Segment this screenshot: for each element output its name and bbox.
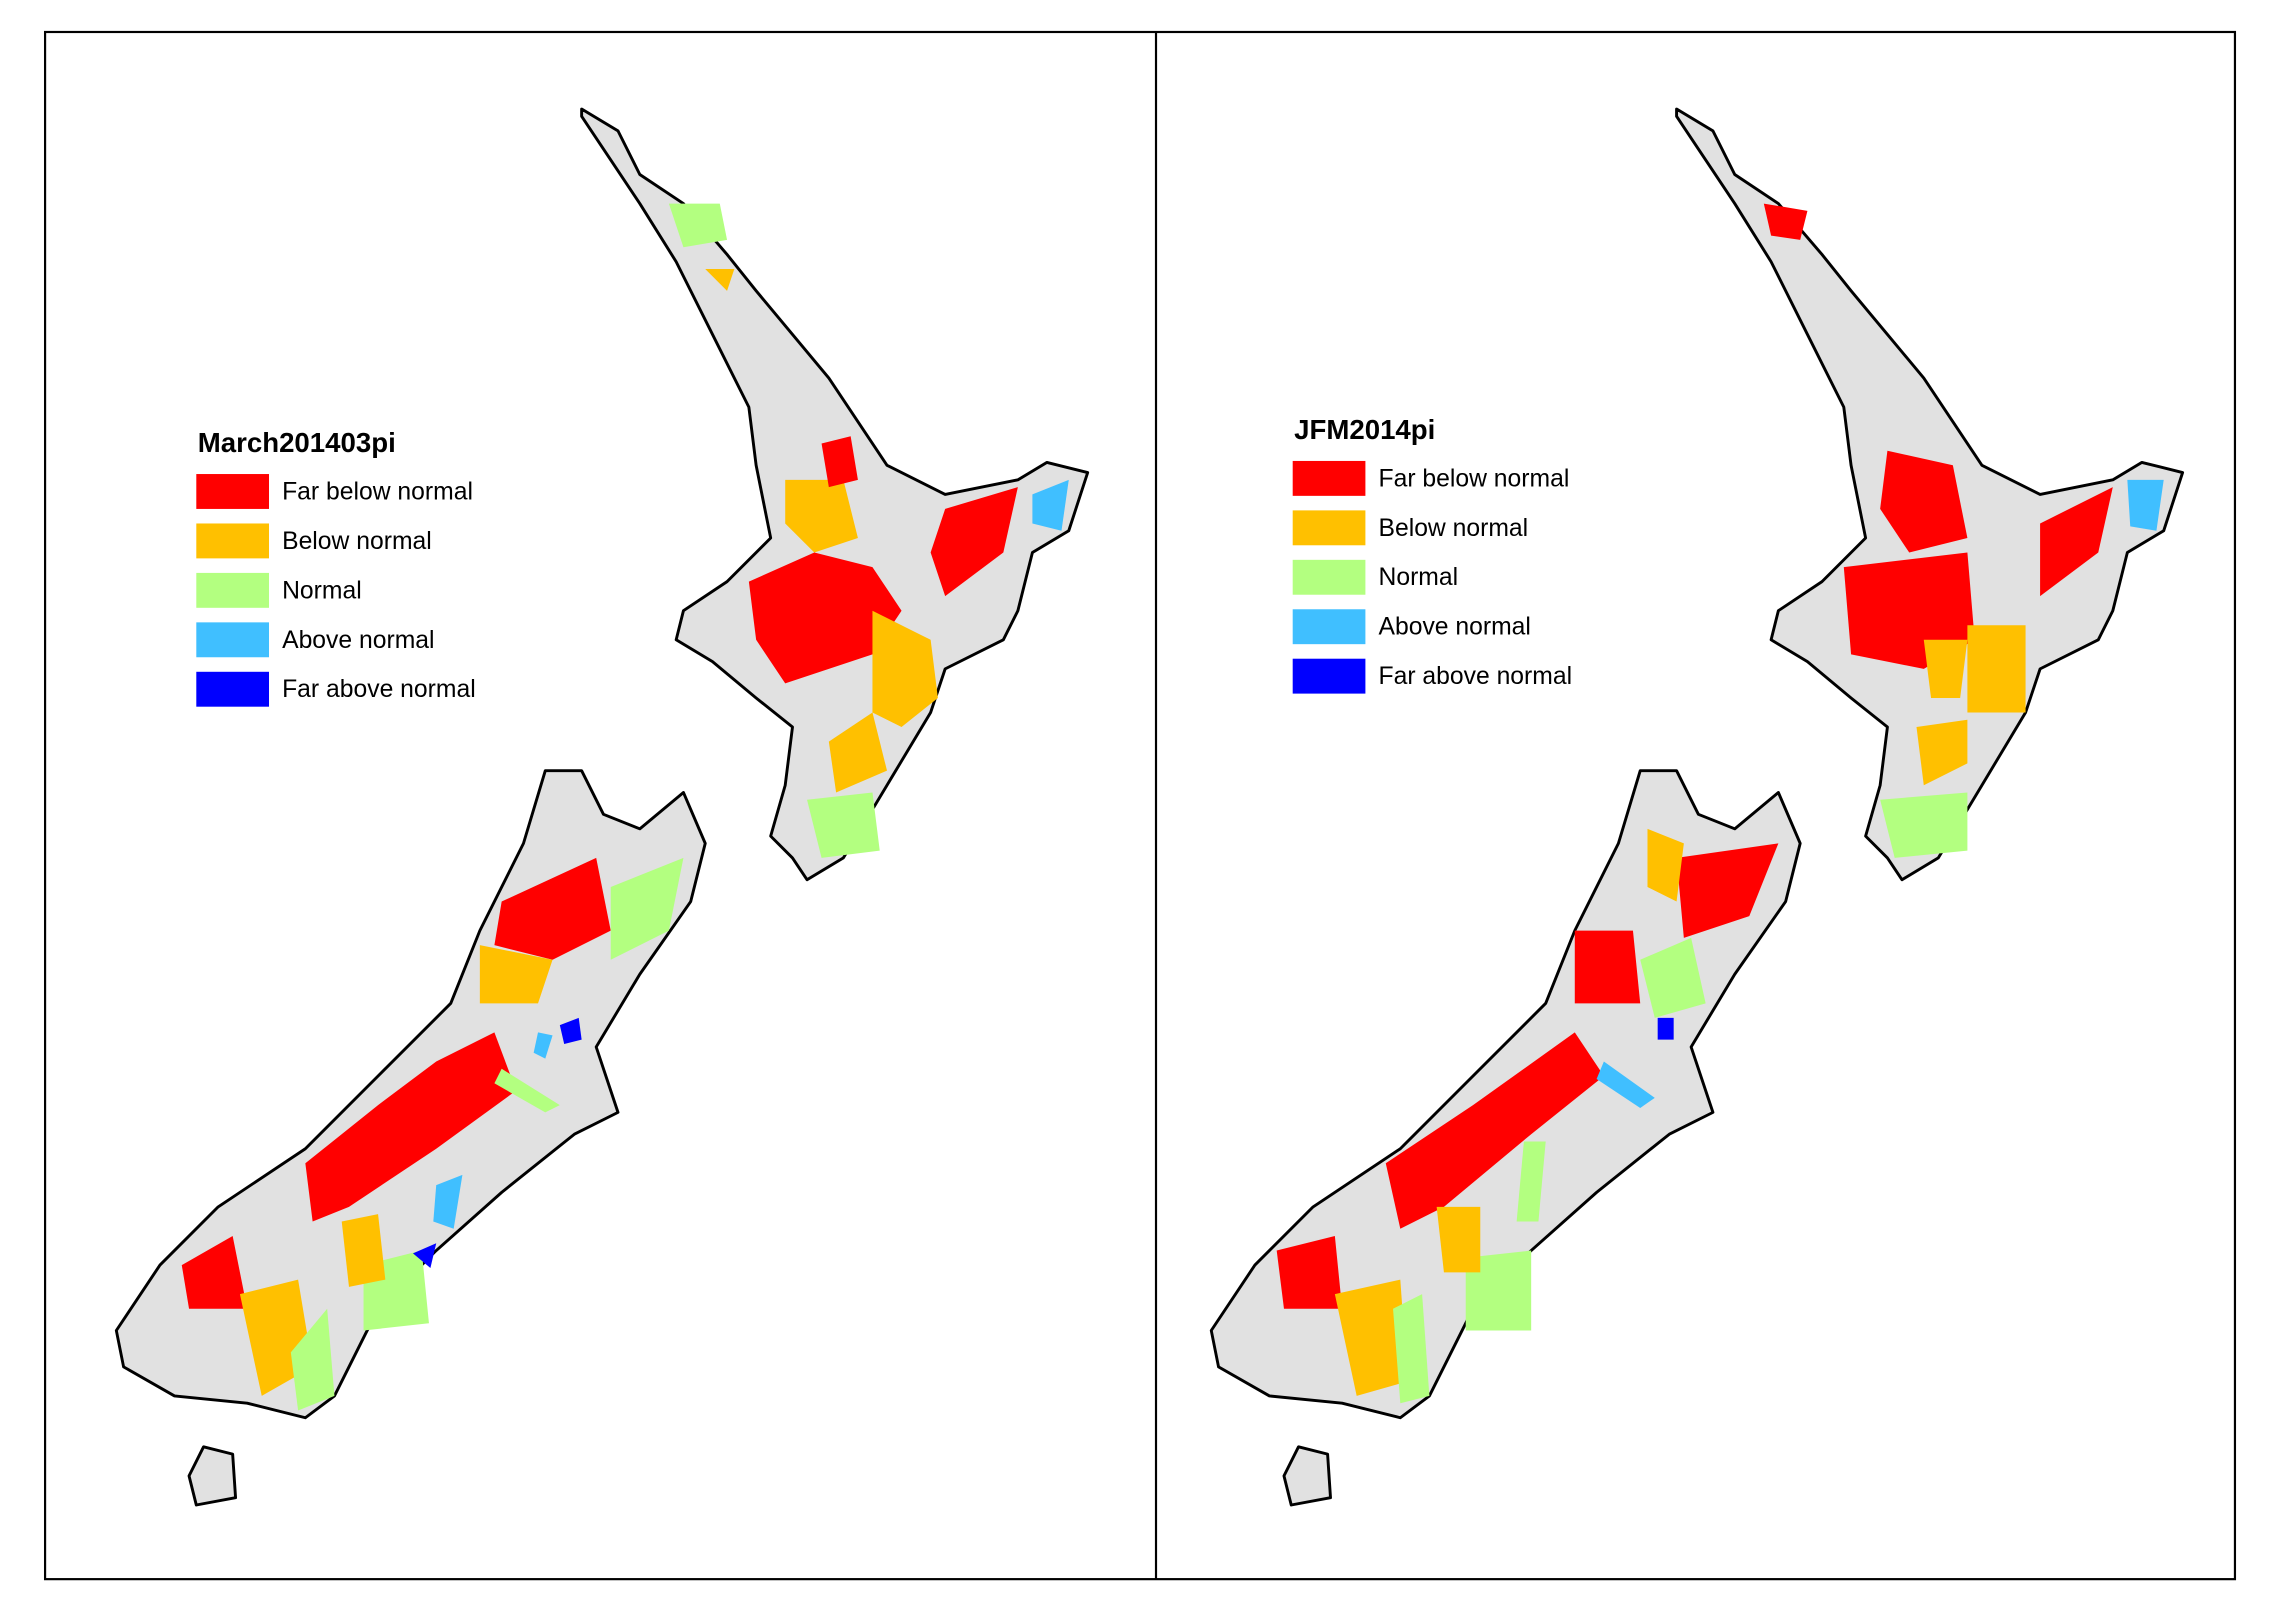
region	[290, 1308, 335, 1411]
region	[533, 1032, 553, 1059]
region	[828, 712, 888, 793]
region	[1436, 1206, 1481, 1273]
region	[181, 1235, 248, 1309]
legend-swatch	[1292, 658, 1366, 694]
region	[872, 610, 938, 728]
legend-swatch	[1292, 460, 1366, 496]
legend-label: Below normal	[282, 528, 432, 555]
legend-title: JFM2014pi	[1294, 414, 1435, 445]
legend-swatch	[196, 622, 270, 658]
legend-swatch	[196, 523, 270, 559]
map-panel: March201403pi Far below normal Below norma…	[114, 107, 1090, 1507]
region	[1516, 1141, 1546, 1222]
region	[479, 945, 553, 1004]
legend: March201403pi Far below normal Below norma…	[196, 427, 476, 707]
region	[1676, 843, 1779, 938]
region	[494, 857, 611, 960]
region	[1393, 1294, 1430, 1404]
region	[1916, 719, 1968, 786]
legend-label: Far below normal	[282, 478, 473, 505]
legend-label: Normal	[282, 577, 362, 604]
region	[1574, 930, 1641, 1004]
legend: JFM2014pi Far below normal Below normal Nor…	[1292, 414, 1572, 694]
legend-title: March201403pi	[198, 427, 396, 458]
region	[1334, 1279, 1408, 1396]
region	[341, 1214, 386, 1287]
frame-group: March201403pi Far below normal Below norma…	[43, 30, 2237, 1581]
regions	[1276, 203, 2164, 1404]
legend-swatch	[196, 572, 270, 608]
region	[610, 857, 684, 960]
region	[930, 487, 1018, 597]
legend-swatch	[196, 671, 270, 707]
region	[1640, 937, 1706, 1018]
region	[412, 1243, 437, 1268]
map-panel: JFM2014pi Far below normal Below normal Nor…	[1209, 107, 2185, 1507]
region	[1923, 639, 1968, 698]
map-group	[1209, 107, 2185, 1507]
region	[748, 552, 902, 684]
legend-label: Above normal	[282, 627, 434, 654]
region	[1032, 479, 1069, 531]
legend-swatch	[1292, 609, 1366, 645]
region	[1763, 203, 1808, 240]
region	[1596, 1061, 1655, 1109]
region	[1276, 1235, 1343, 1309]
region	[2127, 479, 2164, 531]
region	[1843, 552, 1975, 669]
region	[1880, 792, 1968, 858]
legend-swatch	[196, 474, 270, 509]
regions	[181, 203, 1069, 1411]
region	[821, 436, 858, 488]
region	[559, 1017, 582, 1045]
region	[705, 269, 735, 291]
legend-label: Below normal	[1378, 515, 1528, 542]
region	[305, 1032, 517, 1222]
legend-label: Far below normal	[1378, 465, 1569, 492]
legend-label: Far above normal	[1378, 663, 1572, 690]
legend-label: Far above normal	[282, 676, 476, 703]
region	[785, 479, 858, 553]
region	[1385, 1032, 1604, 1229]
region	[807, 792, 880, 858]
region	[1967, 625, 2026, 713]
region	[1657, 1017, 1674, 1040]
region	[1880, 450, 1968, 553]
region	[2040, 487, 2113, 597]
region	[1647, 828, 1684, 902]
legend-swatch	[1292, 510, 1366, 546]
region	[1465, 1250, 1532, 1331]
region	[668, 203, 728, 248]
legend-label: Normal	[1378, 564, 1458, 591]
region	[433, 1174, 463, 1229]
legend-label: Above normal	[1378, 614, 1530, 641]
region	[494, 1068, 560, 1113]
legend-swatch	[1292, 559, 1366, 595]
outer-frame	[43, 30, 2237, 1581]
